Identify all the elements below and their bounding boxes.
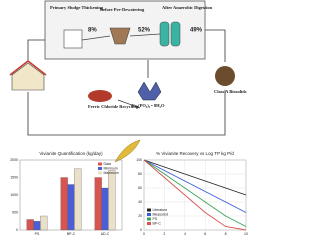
line: [143, 159, 247, 196]
legend-swatch: [147, 222, 151, 225]
chart-title: Vivianite Quantification (kg/day): [39, 151, 103, 156]
thickener-tank: [63, 29, 83, 49]
bar: [26, 219, 34, 231]
y-tick-label: 20: [138, 214, 142, 218]
label-after: After Anaerobic Digestion: [162, 5, 213, 10]
x-tick-label: 4: [184, 232, 186, 236]
y-tick-label: 2000: [10, 158, 18, 162]
legend-swatch: [147, 208, 151, 212]
y-tick-label: 0: [140, 228, 142, 232]
x-tick-label: 0: [143, 232, 145, 236]
legend-label: BP-C: [153, 221, 162, 225]
legend-swatch: [98, 162, 102, 166]
pct-2: 52%: [138, 28, 151, 34]
digester-1: [159, 21, 170, 47]
line: [143, 159, 247, 227]
legend-label: Minimum: [104, 166, 118, 170]
bar: [108, 170, 116, 231]
ferric-pile: [88, 90, 112, 102]
bar: [33, 221, 41, 231]
figure: Primary Sludge Thickening Before Pre-Dew…: [9, 0, 248, 236]
x-tick-label: 8: [225, 232, 227, 236]
label-formula: Fe₃(PO₄)₂ • 8H₂O: [132, 103, 165, 108]
legend-swatch: [147, 213, 151, 216]
x-tick-label: AD-C: [101, 232, 110, 236]
recycle-arrow: [117, 99, 141, 109]
y-tick-label: 0: [16, 228, 18, 232]
line: [143, 159, 247, 231]
bar: [40, 215, 48, 231]
pct-1: 8%: [88, 28, 97, 34]
x-tick-label: 10: [244, 232, 248, 236]
house-icon: [11, 62, 45, 91]
y-tick-label: 1500: [10, 175, 18, 179]
label-biosolids: Class A Biosolids: [214, 89, 247, 94]
y-tick-label: 60: [138, 186, 142, 190]
legend-label: Literature: [153, 208, 168, 212]
x-tick-label: PS: [35, 232, 40, 236]
pct-3: 49%: [190, 28, 203, 34]
y-tick-label: 100: [136, 158, 142, 162]
biosolids-icon: [215, 66, 235, 86]
page: Primary Sludge Thickening Before Pre-Dew…: [9, 0, 248, 236]
dewatering-cone: [109, 27, 131, 45]
y-tick-label: 500: [12, 210, 18, 214]
legend-swatch: [98, 171, 102, 175]
x-tick-label: 6: [204, 232, 206, 236]
y-tick-label: 80: [138, 172, 142, 176]
bar: [60, 177, 68, 231]
bar: [67, 184, 75, 231]
legend-label: Maximum: [104, 171, 119, 175]
label-before: Before Pre-Dewatering: [100, 7, 145, 12]
line: [143, 159, 247, 213]
digester-2: [170, 21, 181, 47]
legend-label: Measured: [153, 212, 169, 216]
vivianite-crystals: [137, 81, 162, 101]
chart-title: % Vivianite Recovery vs Log TP kg P/d: [156, 151, 234, 156]
label-ferric: Ferric Chloride Recycling: [88, 104, 139, 109]
label-thickening: Primary Sludge Thickening: [50, 5, 104, 10]
house-roof: [9, 60, 47, 76]
loop-arrows: [27, 29, 226, 136]
bar: [101, 187, 109, 231]
y-tick-label: 1000: [10, 193, 18, 197]
corn-icon: [114, 139, 141, 163]
legend-swatch: [98, 167, 102, 170]
legend-label: PS: [153, 217, 158, 221]
legend-swatch: [147, 217, 151, 221]
legend-label: Data: [104, 162, 111, 166]
x-tick-label: 2: [163, 232, 165, 236]
y-tick-label: 40: [138, 200, 142, 204]
bar: [94, 177, 102, 231]
process-arrows: [81, 33, 161, 41]
x-tick-label: BP-C: [67, 232, 76, 236]
bar: [74, 168, 82, 231]
